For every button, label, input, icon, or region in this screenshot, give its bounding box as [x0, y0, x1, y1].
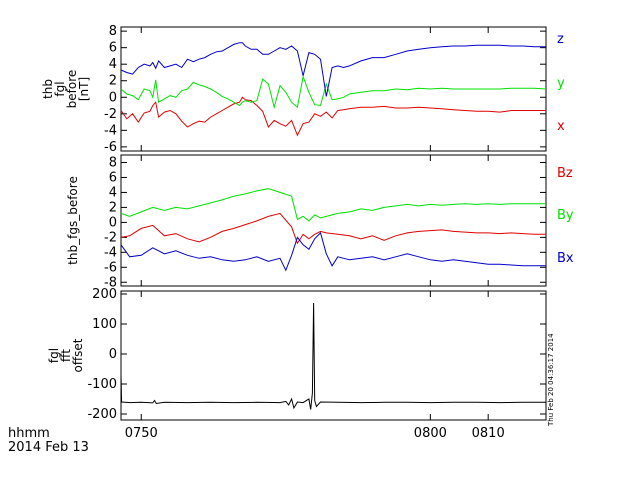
probe-label: hhmm: [8, 426, 50, 441]
legend-x: x: [557, 119, 565, 134]
legend-z: z: [557, 32, 564, 47]
panel-fgl-fft-offset-frame: [120, 290, 547, 421]
legend-y: y: [557, 76, 565, 91]
y-tick-label: 4: [109, 57, 117, 72]
y-tick-label: -6: [104, 260, 117, 275]
y-axis-label: fgl: [53, 81, 67, 96]
y-tick-label: -8: [104, 275, 117, 290]
series-line-Bx: [120, 231, 546, 272]
series-line-y: [120, 74, 547, 110]
y-tick-label: -6: [104, 140, 117, 155]
y-tick-label: 2: [109, 200, 117, 215]
y-axis-label: before: [65, 70, 79, 109]
y-tick-label: 8: [109, 155, 117, 170]
y-tick-label: 6: [109, 41, 117, 56]
y-axis-label: fft: [59, 349, 73, 362]
y-tick-label: 2: [109, 74, 117, 89]
legend-Bx: Bx: [557, 251, 574, 266]
legend-Bz: Bz: [557, 166, 573, 181]
y-tick-label: 4: [109, 185, 117, 200]
series-line-By: [120, 188, 546, 222]
y-axis-label: fgl: [47, 348, 61, 363]
series-line-x: [120, 96, 546, 137]
y-axis-label: thb_fgs_before: [66, 176, 80, 265]
series-line-offset: [120, 302, 546, 410]
y-tick-label: 100: [92, 317, 117, 332]
y-tick-label: -200: [87, 407, 117, 422]
y-tick-label: 6: [109, 170, 117, 185]
series-line-Bz: [120, 212, 546, 245]
y-tick-label: -4: [104, 245, 117, 260]
y-axis-label: offset: [71, 338, 85, 372]
y-axis-label: thb: [41, 79, 55, 99]
x-tick-label: 0750: [125, 426, 158, 441]
series-line-z: [120, 42, 546, 97]
date-label: 2014 Feb 13: [8, 440, 89, 455]
legend-By: By: [557, 208, 574, 223]
y-tick-label: 8: [109, 24, 117, 39]
y-tick-label: -100: [87, 377, 117, 392]
panel-fgs-before-frame: [120, 154, 547, 287]
y-tick-label: 200: [92, 287, 117, 302]
timestamp-label: Thu Feb 20 04:36:17 2014: [547, 333, 555, 427]
x-tick-label: 0800: [414, 426, 447, 441]
y-tick-label: -2: [104, 107, 117, 122]
y-tick-label: 0: [109, 90, 117, 105]
y-tick-label: 0: [109, 215, 117, 230]
y-tick-label: -2: [104, 230, 117, 245]
x-tick-label: 0810: [472, 426, 505, 441]
y-tick-label: -4: [104, 123, 117, 138]
y-tick-label: 0: [109, 347, 117, 362]
y-axis-label: [nT]: [77, 77, 91, 101]
